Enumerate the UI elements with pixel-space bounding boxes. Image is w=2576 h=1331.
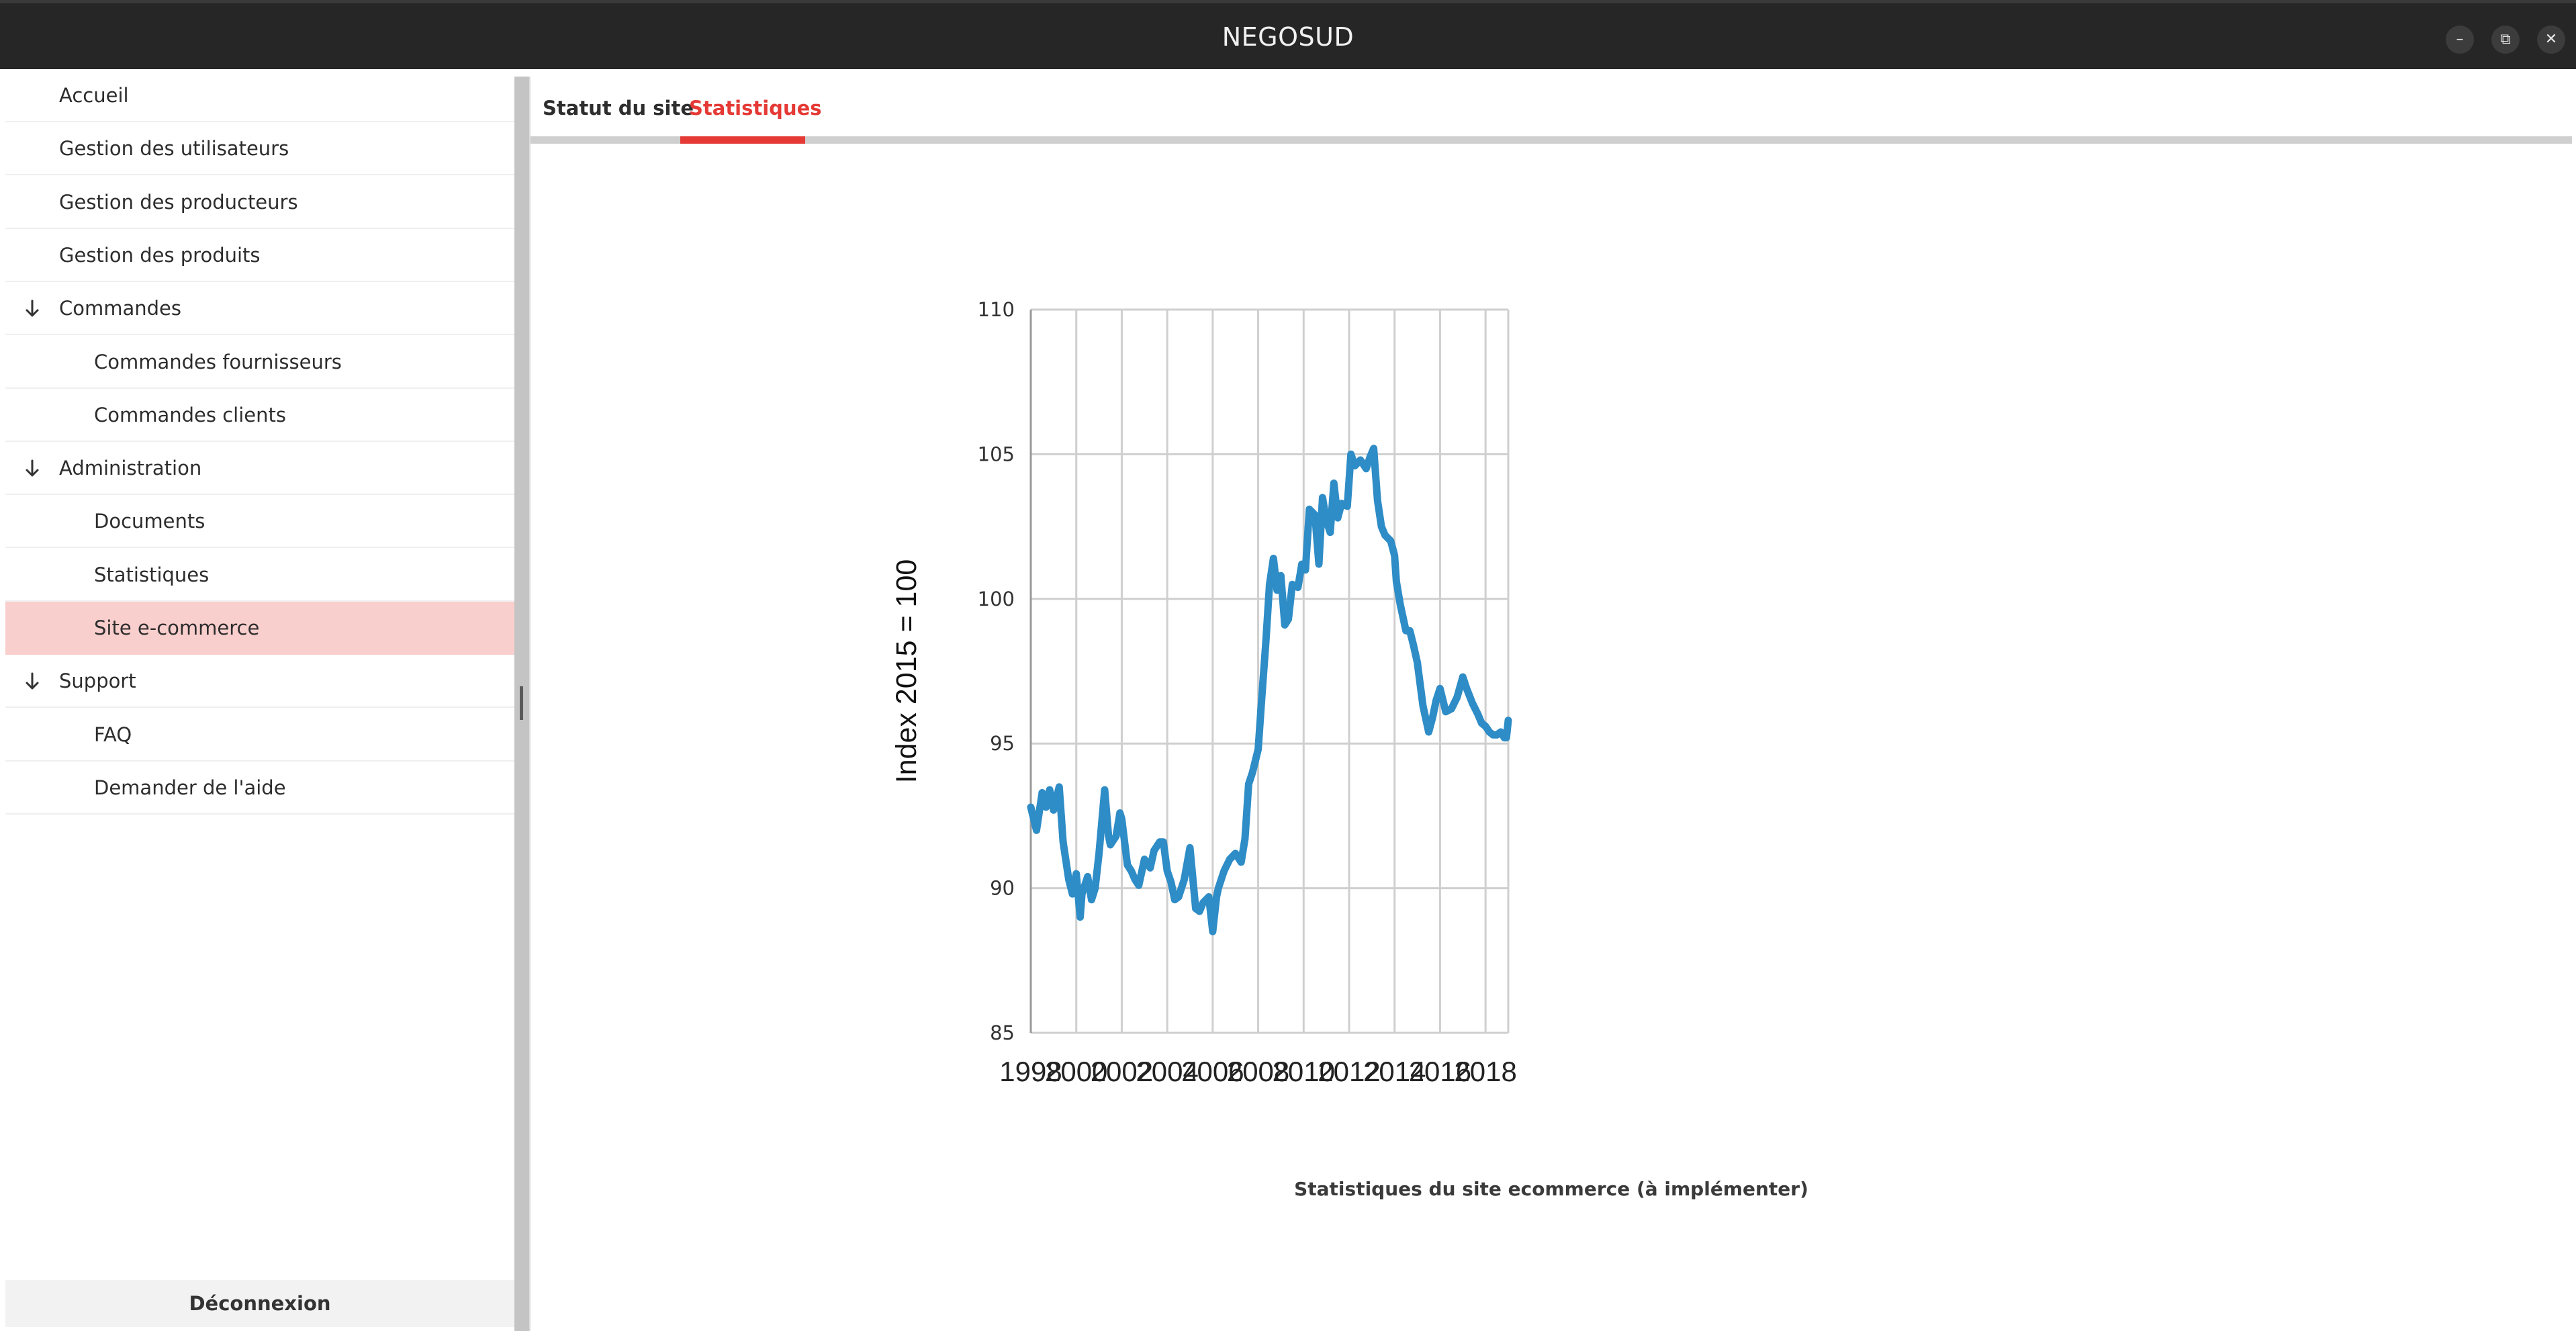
sidebar-item-support[interactable]: Support bbox=[5, 655, 514, 708]
panel-splitter[interactable] bbox=[514, 77, 529, 1331]
x-tick-label: 2004 bbox=[1136, 1056, 1198, 1087]
chart-caption: Statistiques du site ecommerce (à implém… bbox=[1294, 1178, 1808, 1200]
sidebar-nav: Accueil Gestion des utilisateurs Gestion d… bbox=[0, 69, 514, 1331]
sidebar-item-label: Statistiques bbox=[94, 563, 210, 586]
tab-divider bbox=[531, 136, 2572, 144]
title-bar: NEGOSUD – ⧉ ✕ bbox=[0, 0, 2576, 69]
sidebar-item-label: Commandes fournisseurs bbox=[94, 351, 342, 373]
arrow-down-icon[interactable] bbox=[15, 655, 50, 708]
x-tick-label: 2002 bbox=[1091, 1056, 1153, 1087]
x-tick-label: 2008 bbox=[1227, 1056, 1289, 1087]
y-tick-label: 110 bbox=[978, 298, 1015, 321]
tab-statistics[interactable]: Statistiques bbox=[689, 97, 822, 120]
sidebar-item-commandes[interactable]: Commandes bbox=[5, 282, 514, 335]
sidebar-item-label: Administration bbox=[59, 457, 202, 479]
x-tick-label: 2016 bbox=[1409, 1056, 1471, 1087]
sidebar-item-label: Commandes clients bbox=[94, 404, 286, 426]
sidebar-item-site-e-commerce[interactable]: Site e-commerce bbox=[5, 602, 514, 655]
x-tick-label: 2018 bbox=[1454, 1056, 1516, 1087]
line-chart: 8590951001051101998200020022004200620082… bbox=[890, 298, 1517, 1087]
x-tick-label: 2014 bbox=[1363, 1056, 1426, 1087]
arrow-down-icon[interactable] bbox=[15, 282, 50, 335]
x-tick-label: 1998 bbox=[999, 1056, 1062, 1087]
x-tick-label: 2012 bbox=[1318, 1056, 1380, 1087]
window-title: NEGOSUD bbox=[1222, 22, 1354, 52]
sidebar-item-gestion-des-produits[interactable]: Gestion des produits bbox=[5, 229, 514, 282]
sidebar-item-label: Accueil bbox=[59, 84, 129, 107]
sidebar-item-gestion-des-producteurs[interactable]: Gestion des producteurs bbox=[5, 176, 514, 229]
main-panel: Statut du site Statistiques 85 90 95 100 105… bbox=[529, 77, 2572, 1331]
sidebar-item-label: Gestion des producteurs bbox=[59, 191, 298, 214]
sidebar-item-commandes-fournisseurs[interactable]: Commandes fournisseurs bbox=[5, 336, 514, 389]
x-tick-label: 2010 bbox=[1273, 1056, 1335, 1087]
tab-site-status[interactable]: Statut du site bbox=[543, 97, 694, 120]
sidebar-item-label: Site e-commerce bbox=[94, 616, 260, 639]
minimize-icon[interactable]: – bbox=[2446, 26, 2474, 54]
x-tick-label: 2006 bbox=[1181, 1056, 1244, 1087]
y-tick-label: 105 bbox=[978, 443, 1015, 465]
splitter-grip[interactable] bbox=[520, 686, 523, 720]
y-tick-label: 95 bbox=[990, 732, 1015, 755]
sidebar-item-label: Demander de l'aide bbox=[94, 776, 286, 799]
series-line bbox=[1027, 445, 1512, 935]
sidebar-item-label: Commandes bbox=[59, 297, 182, 320]
sidebar-item-administration[interactable]: Administration bbox=[5, 442, 514, 495]
arrow-down-icon[interactable] bbox=[15, 442, 50, 495]
sidebar-item-demander-de-l-aide[interactable]: Demander de l'aide bbox=[5, 762, 514, 815]
sidebar-item-label: Documents bbox=[94, 510, 205, 533]
restore-icon[interactable]: ⧉ bbox=[2491, 26, 2520, 54]
logout-button[interactable]: Déconnexion bbox=[5, 1280, 514, 1327]
sidebar-item-accueil[interactable]: Accueil bbox=[5, 69, 514, 122]
active-tab-indicator bbox=[680, 136, 805, 144]
sidebar-item-gestion-des-utilisateurs[interactable]: Gestion des utilisateurs bbox=[5, 122, 514, 175]
sidebar-item-label: Support bbox=[59, 670, 136, 692]
sidebar-item-commandes-clients[interactable]: Commandes clients bbox=[5, 389, 514, 442]
y-tick-label: 100 bbox=[978, 588, 1015, 610]
close-icon[interactable]: ✕ bbox=[2537, 26, 2565, 54]
x-tick-label: 2000 bbox=[1045, 1056, 1107, 1087]
y-tick-label: 85 bbox=[990, 1021, 1015, 1044]
sidebar-item-faq[interactable]: FAQ bbox=[5, 708, 514, 762]
y-tick-label: 90 bbox=[990, 877, 1015, 900]
sidebar-item-label: Gestion des utilisateurs bbox=[59, 137, 289, 160]
y-axis-label: Index 2015 = 100 bbox=[890, 559, 923, 784]
sidebar-item-label: Gestion des produits bbox=[59, 244, 261, 267]
tab-bar: Statut du site Statistiques bbox=[531, 77, 2572, 144]
sidebar-item-documents[interactable]: Documents bbox=[5, 495, 514, 548]
sidebar-item-statistiques[interactable]: Statistiques bbox=[5, 549, 514, 602]
sidebar-item-label: FAQ bbox=[94, 723, 132, 746]
